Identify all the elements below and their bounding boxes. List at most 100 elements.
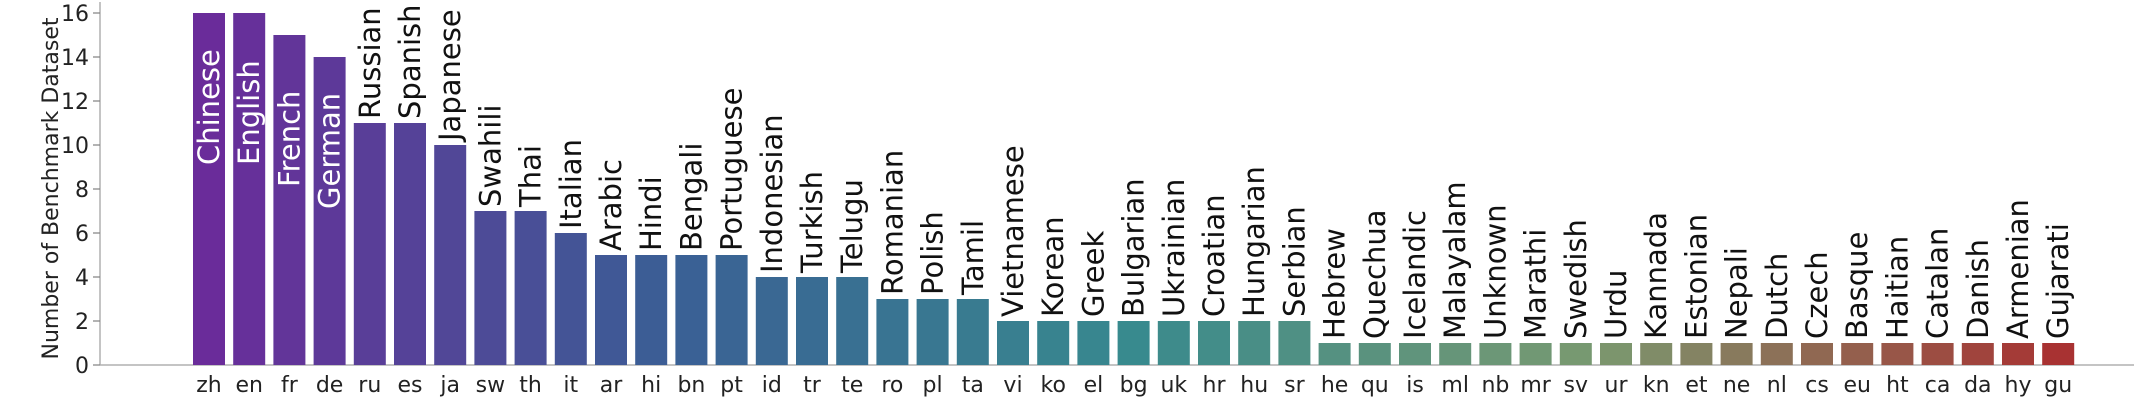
x-tick-label: ml: [1441, 373, 1469, 398]
bar-language-label: Italian: [554, 139, 588, 229]
bar: [595, 255, 627, 365]
x-tick-label: en: [235, 373, 262, 398]
y-axis-label: Number of Benchmark Dataset: [39, 17, 64, 359]
x-tick-label: id: [762, 373, 782, 398]
bar: [1278, 321, 1311, 365]
bar-language-label: Chinese: [192, 49, 226, 165]
bar-language-label: Arabic: [594, 159, 628, 251]
x-tick-label: ht: [1886, 373, 1909, 398]
x-tick-label: it: [563, 373, 578, 398]
bar: [1318, 343, 1351, 365]
bar: [1640, 343, 1673, 365]
bar: [2002, 343, 2034, 365]
bar-language-label: Basque: [1840, 232, 1874, 339]
bar-language-label: Portuguese: [715, 88, 749, 251]
bar-language-label: Croatian: [1197, 194, 1231, 317]
bar: [474, 211, 507, 365]
x-tick-label: ru: [358, 373, 381, 398]
bar: [1238, 321, 1271, 365]
bar-language-label: Vietnamese: [996, 145, 1030, 317]
bar-language-label: Gujarati: [2041, 223, 2075, 339]
bar: [715, 255, 748, 365]
bar: [1881, 343, 1914, 365]
bar: [1841, 343, 1874, 365]
x-tick-label: et: [1685, 373, 1708, 398]
x-tick-label: da: [1964, 373, 1991, 398]
x-tick-label: hu: [1240, 373, 1268, 398]
bar-language-label: Kannada: [1639, 212, 1673, 339]
bar-language-label: Russian: [353, 7, 387, 119]
bar: [675, 255, 708, 365]
bar: [1600, 343, 1632, 365]
bar-language-label: Swahili: [473, 105, 507, 207]
bar-language-label: Armenian: [2001, 199, 2035, 339]
x-tick-label: bg: [1120, 373, 1148, 398]
y-tick-label: 8: [75, 178, 89, 203]
bar: [1077, 321, 1110, 365]
x-tick-label: bn: [677, 373, 705, 398]
bar: [1399, 343, 1431, 365]
bar: [233, 13, 266, 365]
x-tick-label: hy: [2005, 373, 2032, 398]
y-tick-label: 16: [61, 2, 89, 27]
x-tick-label: pt: [720, 373, 743, 398]
x-tick-label: sw: [476, 373, 505, 398]
bar-language-label: Danish: [1961, 239, 1995, 339]
bar: [313, 57, 346, 365]
bar: [554, 233, 587, 365]
bar-language-label: French: [272, 91, 306, 187]
x-tick-label: eu: [1843, 373, 1870, 398]
y-tick-label: 12: [61, 90, 89, 115]
bar-language-label: Estonian: [1679, 214, 1713, 339]
bar-language-label: Dutch: [1760, 253, 1794, 339]
x-tick-label: te: [841, 373, 863, 398]
bar: [193, 13, 225, 365]
bar-language-label: Urdu: [1599, 270, 1633, 339]
x-tick-label: he: [1321, 373, 1348, 398]
bar: [1198, 321, 1230, 365]
bar: [836, 277, 869, 365]
bar-language-label: Bengali: [674, 143, 708, 251]
bar-language-label: Indonesian: [755, 114, 789, 273]
bar: [1479, 343, 1512, 365]
bar-language-label: Nepali: [1720, 247, 1754, 339]
x-tick-label: tr: [803, 373, 822, 398]
bar-language-label: Serbian: [1277, 206, 1311, 317]
bar: [434, 145, 467, 365]
x-tick-label: hi: [641, 373, 661, 398]
bar: [1358, 343, 1391, 365]
y-tick-label: 4: [75, 266, 89, 291]
bar: [796, 277, 828, 365]
x-tick-label: de: [316, 373, 344, 398]
bar-language-label: Hungarian: [1237, 166, 1271, 317]
bar-language-label: Icelandic: [1398, 210, 1432, 339]
x-tick-label: es: [398, 373, 423, 398]
x-tick-label: mr: [1520, 373, 1551, 398]
x-tick-label: th: [519, 373, 542, 398]
bar-language-label: Marathi: [1519, 229, 1553, 339]
bar-language-label: Quechua: [1358, 209, 1392, 339]
bar: [1559, 343, 1592, 365]
x-tick-label: ta: [962, 373, 984, 398]
bar: [394, 123, 426, 365]
y-ticks: 0 2 4 6 8 10 12 14 16: [61, 2, 100, 379]
bar-language-label: Telugu: [835, 179, 869, 274]
bar-language-label: Unknown: [1478, 204, 1512, 339]
bar: [1519, 343, 1552, 365]
bar: [273, 35, 306, 365]
bar: [1801, 343, 1833, 365]
bar-language-label: Spanish: [393, 4, 427, 119]
x-tick-label: ur: [1605, 373, 1629, 398]
x-tick-label: ja: [439, 373, 460, 398]
bar-language-label: Ukrainian: [1157, 179, 1191, 317]
x-tick-label: ne: [1723, 373, 1750, 398]
x-tick-label: vi: [1003, 373, 1022, 398]
x-ticks: zh en fr de ru es ja sw th it ar hi bn pt id tr te ro pl ta…: [196, 373, 2072, 398]
bar: [514, 211, 547, 365]
x-tick-label: uk: [1160, 373, 1187, 398]
bar-language-label: English: [232, 60, 266, 165]
bar: [353, 123, 386, 365]
bar-language-label: Hindi: [634, 176, 668, 251]
